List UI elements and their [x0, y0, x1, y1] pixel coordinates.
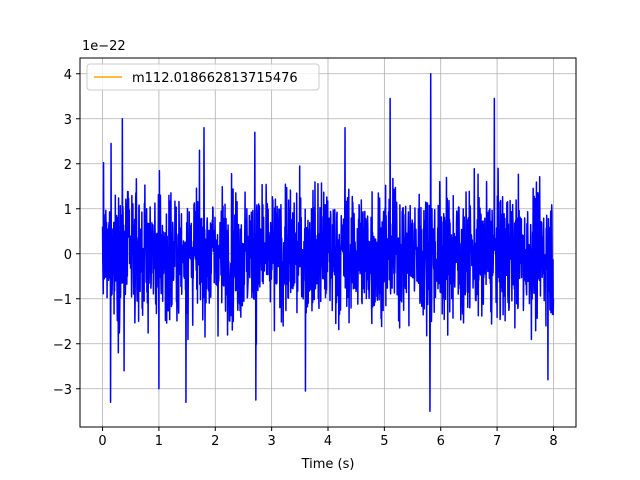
x-tick-label: 8: [549, 434, 557, 449]
y-tick-label: 2: [64, 158, 72, 173]
y-tick-label: −2: [53, 338, 72, 353]
data-layer: [101, 73, 555, 412]
tick-layer: 0 1 2 3 4 5 6 7 8 −3 −2 −1 0 1 2 3 4: [53, 68, 558, 449]
y-tick-label: 4: [64, 68, 72, 83]
y-tick-label: −3: [53, 383, 72, 398]
y-tick-label: 0: [64, 248, 72, 263]
legend-box: [86, 63, 320, 91]
y-tick-label: 1: [64, 203, 72, 218]
y-axis-multiplier: 1e−22: [82, 39, 126, 54]
x-tick-label: 7: [493, 434, 501, 449]
x-tick-label: 2: [211, 434, 219, 449]
x-axis-label: Time (s): [301, 457, 355, 472]
x-tick-label: 3: [267, 434, 275, 449]
legend-label: m112.018662813715476: [132, 71, 298, 86]
y-tick-label: −1: [53, 293, 72, 308]
x-tick-label: 1: [155, 434, 163, 449]
noise-series-line: [101, 73, 555, 412]
x-tick-label: 4: [324, 434, 332, 449]
y-tick-label: 3: [64, 113, 72, 128]
legend: m112.018662813715476: [86, 63, 320, 91]
x-tick-label: 6: [437, 434, 445, 449]
x-tick-label: 0: [98, 434, 106, 449]
x-tick-label: 5: [380, 434, 388, 449]
